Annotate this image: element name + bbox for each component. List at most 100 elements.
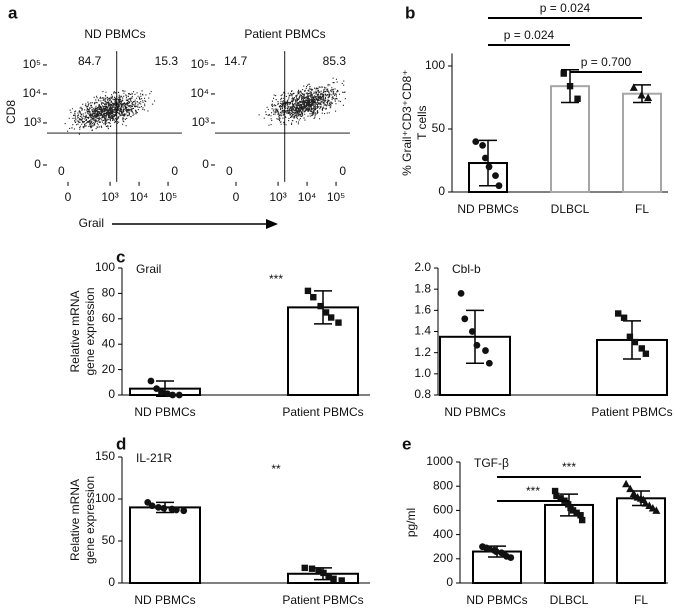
data-point: [153, 385, 160, 393]
data-point: [482, 347, 489, 354]
y-tick-label: 200: [433, 551, 453, 565]
data-point: [175, 391, 183, 399]
bar: [622, 92, 662, 193]
y-tick-label: 10⁵: [191, 57, 209, 71]
y-tick-label: 10⁴: [190, 86, 209, 100]
panel-letter: d: [116, 434, 126, 453]
y-tick-label: 1.4: [414, 324, 431, 338]
y-tick-label: 80: [102, 286, 116, 300]
data-point: [310, 294, 317, 301]
data-point: [637, 90, 646, 99]
data-point: [553, 492, 560, 500]
panel-letter: a: [8, 3, 18, 22]
data-point: [615, 310, 622, 317]
data-point: [492, 172, 499, 180]
bar: [550, 85, 590, 193]
data-point: [629, 83, 638, 91]
quadrant-label: 14.7: [224, 54, 248, 68]
data-point: [172, 506, 180, 514]
data-point: [320, 569, 327, 577]
data-point: [335, 319, 342, 326]
data-point: [642, 350, 650, 357]
y-tick-label: 1.8: [414, 281, 431, 295]
data-point: [566, 82, 574, 90]
data-point: [626, 333, 634, 340]
data-point: [557, 495, 564, 502]
data-point: [155, 504, 162, 511]
data-point: [468, 328, 476, 335]
data-point: [457, 290, 465, 297]
data-point: [315, 567, 322, 574]
plot-title: Cbl-b: [452, 262, 481, 276]
data-point: [325, 573, 332, 580]
y-tick-label: 1.2: [414, 345, 431, 359]
quadrant-label: 0: [339, 164, 346, 178]
quadrant-label: 0: [226, 164, 233, 178]
x-tick-label: FL: [635, 202, 649, 216]
significance-label: ***: [526, 484, 540, 498]
significance-label: p = 0.024: [540, 1, 591, 15]
significance-label: p = 0.024: [504, 28, 555, 42]
panel-letter: b: [405, 3, 415, 22]
x-tick-label: 10³: [101, 190, 118, 204]
data-point: [620, 314, 628, 321]
y-tick-label: 400: [433, 527, 453, 541]
data-point: [479, 141, 486, 149]
y-tick-label: 0: [108, 575, 115, 589]
data-point: [574, 95, 581, 102]
y-axis-label: gene expression: [83, 287, 97, 375]
quadrant-label: 0: [58, 164, 65, 178]
data-point: [330, 575, 337, 582]
x-tick-label: Patient PBMCs: [282, 593, 363, 607]
y-tick-label: 40: [102, 336, 116, 350]
y-tick-label: 800: [433, 478, 453, 492]
data-point: [481, 154, 489, 162]
panel-letter: c: [116, 247, 125, 266]
x-tick-label: 10³: [269, 190, 286, 204]
data-point: [160, 504, 168, 512]
x-tick-label: 10⁴: [130, 190, 149, 204]
data-point: [564, 501, 572, 508]
y-tick-label: 100: [95, 491, 115, 505]
data-point: [485, 359, 493, 367]
quadrant-label: 85.3: [323, 54, 347, 68]
data-point: [301, 564, 308, 572]
data-point: [622, 479, 631, 488]
data-point: [164, 390, 171, 398]
bar: [129, 506, 201, 584]
bar: [544, 503, 594, 584]
x-tick-label: 0: [65, 190, 72, 204]
data-point: [638, 345, 645, 352]
y-tick-label: 0: [446, 575, 453, 589]
data-point: [158, 389, 165, 396]
x-tick-label: 10⁵: [159, 190, 177, 204]
x-tick-label: FL: [634, 593, 648, 607]
data-point: [148, 502, 156, 510]
y-tick-label: 600: [433, 503, 453, 517]
y-tick-label: 10³: [192, 115, 209, 129]
y-axis-label: CD8: [4, 100, 18, 124]
y-tick-label: 60: [102, 311, 116, 325]
x-tick-label: ND PBMCs: [457, 202, 518, 216]
data-point: [560, 70, 567, 77]
data-point: [169, 391, 177, 399]
data-point: [569, 507, 577, 514]
plot-title: ND PBMCs: [84, 27, 145, 41]
y-tick-label: 20: [102, 362, 116, 376]
x-tick-label: Patient PBMCs: [591, 405, 672, 419]
data-point: [573, 509, 580, 517]
data-point: [492, 548, 500, 555]
y-axis-label: Relative mRNA: [68, 479, 82, 561]
y-axis-label: pg/ml: [404, 508, 418, 537]
y-tick-label: 100: [95, 260, 115, 274]
y-tick-label: 1.6: [414, 303, 431, 317]
data-point: [641, 499, 650, 507]
significance-label: p = 0.700: [581, 55, 632, 69]
data-point: [578, 516, 586, 524]
y-tick-label: 2.0: [414, 260, 431, 274]
significance-label: ***: [562, 460, 576, 474]
y-tick-label: 50: [102, 533, 116, 547]
error-bar: [479, 139, 497, 187]
x-tick-label: DLBCL: [550, 593, 589, 607]
